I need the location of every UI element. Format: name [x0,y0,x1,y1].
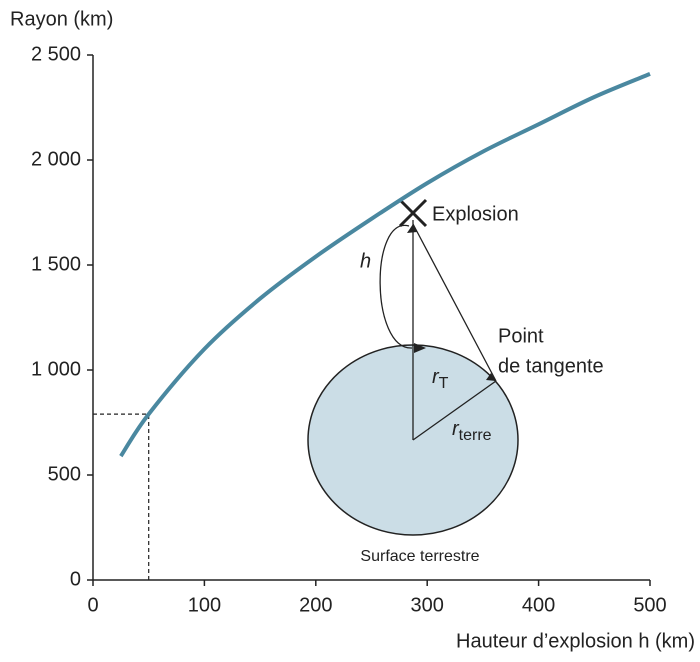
r-t-label: rT [432,366,449,392]
y-tick-label: 500 [48,463,81,485]
x-tick-label: 100 [188,594,221,616]
explosion-label: Explosion [432,203,519,225]
tangent-line [412,223,497,382]
r-t-sub: T [439,375,449,392]
surface-label: Surface terrestre [360,548,479,565]
y-axis-label: Rayon (km) [10,8,113,30]
x-tick-label: 300 [411,594,444,616]
x-tick-label: 0 [87,594,98,616]
x-tick-label: 400 [522,594,555,616]
tangent-label: Point [498,325,544,347]
h-arc [379,225,413,349]
arrow-head [407,224,417,233]
r-earth-label: rterre [452,418,492,444]
r-t-base: r [432,366,440,388]
y-tick-label: 2 500 [31,43,81,65]
diagram: Explosion h Point de tangente rT rterre … [307,198,604,565]
y-tick-label: 1 000 [31,358,81,380]
arrow-head [486,373,496,381]
x-axis-label: Hauteur d’explosion h (km) [456,630,695,652]
y-tick-label: 1 500 [31,253,81,275]
tangent-label: de tangente [498,355,604,377]
r-earth-base: r [452,418,460,440]
x-tick-label: 200 [299,594,332,616]
radius-line [412,380,497,441]
h-label: h [360,250,371,272]
curve [119,72,651,458]
x-tick-label: 500 [633,594,666,616]
y-tick-label: 0 [70,568,81,590]
arrow-head [414,343,426,353]
y-tick-label: 2 000 [31,148,81,170]
explosion-mark [398,198,428,228]
r-earth-sub: terre [459,427,492,444]
